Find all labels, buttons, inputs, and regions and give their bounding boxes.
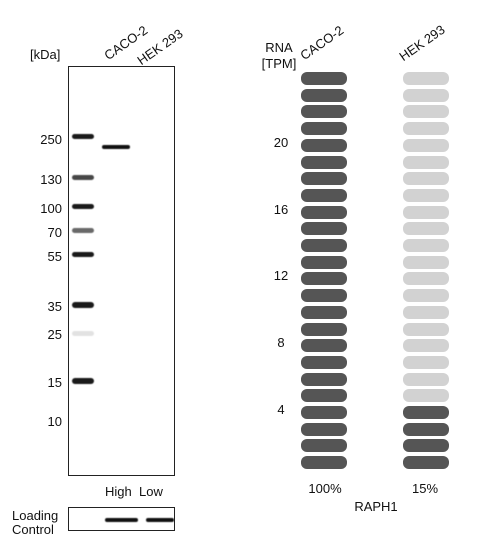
marker-band-100	[72, 204, 94, 209]
rna-pill	[403, 105, 449, 119]
rna-pill	[301, 322, 347, 336]
rna-pill	[301, 305, 347, 319]
rna-pill	[301, 355, 347, 369]
rna-pill	[403, 172, 449, 186]
percent-hek293: 15%	[411, 481, 439, 496]
marker-band-35	[72, 302, 94, 308]
mw-label-70: 70	[47, 225, 62, 240]
rna-pill	[301, 289, 347, 303]
rna-pill	[301, 222, 347, 236]
sample-band-caco2	[102, 145, 130, 149]
loading-label-line2: Control	[12, 522, 54, 537]
rna-pill	[301, 205, 347, 219]
gene-name: RAPH1	[354, 499, 398, 514]
marker-band-130	[72, 175, 94, 180]
rna-pill	[301, 272, 347, 286]
rna-pill	[403, 222, 449, 236]
rna-header-line1: RNA	[265, 40, 293, 55]
mw-label-15: 15	[47, 375, 62, 390]
rna-pill	[301, 88, 347, 102]
mw-label-10: 10	[47, 414, 62, 429]
rna-pill	[403, 138, 449, 152]
rna-pill	[403, 339, 449, 353]
rna-pill	[403, 155, 449, 169]
rna-pill	[403, 188, 449, 202]
rna-pill	[403, 255, 449, 269]
mw-label-100: 100	[40, 201, 62, 216]
rna-pill	[403, 239, 449, 252]
rna-pill	[301, 72, 347, 85]
tpm-label-12: 12	[273, 268, 289, 283]
loading-band-hek293	[146, 518, 174, 522]
rna-pill	[301, 155, 347, 169]
rna-pill	[403, 406, 449, 419]
rna-pill	[301, 422, 347, 436]
rna-pill	[403, 389, 449, 403]
rna-pill	[301, 456, 347, 470]
rna-label-hek293: HEK 293	[396, 21, 448, 65]
rna-pill	[403, 122, 449, 136]
rna-pill	[403, 88, 449, 102]
rna-pill	[301, 138, 347, 152]
rna-pill	[301, 339, 347, 353]
rna-pill	[403, 422, 449, 436]
rna-pill	[301, 255, 347, 269]
rna-pill	[403, 305, 449, 319]
rna-pill	[403, 372, 449, 386]
rna-pill	[301, 105, 347, 119]
tpm-label-4: 4	[277, 402, 285, 417]
loading-band-caco2	[105, 518, 138, 522]
marker-band-25	[72, 331, 94, 336]
mw-label-130: 130	[40, 172, 62, 187]
mw-label-250: 250	[40, 132, 62, 147]
rna-pill	[403, 439, 449, 453]
kda-unit-label: [kDa]	[30, 47, 61, 62]
rna-pill	[301, 188, 347, 202]
rna-pill	[403, 272, 449, 286]
rna-column-caco2	[301, 72, 347, 472]
rna-pill	[301, 372, 347, 386]
marker-band-250	[72, 134, 94, 139]
rna-pill	[301, 406, 347, 419]
rna-pill	[301, 389, 347, 403]
rna-label-caco2: CACO-2	[297, 22, 347, 64]
rna-pill	[403, 322, 449, 336]
percent-caco2: 100%	[308, 481, 342, 496]
rna-pill	[301, 439, 347, 453]
mw-label-25: 25	[47, 327, 62, 342]
marker-band-55	[72, 252, 94, 257]
bottom-label-low: Low	[139, 484, 163, 499]
rna-pill	[403, 289, 449, 303]
rna-pill	[403, 72, 449, 85]
marker-band-15	[72, 378, 94, 384]
tpm-label-16: 16	[273, 202, 289, 217]
marker-band-70	[72, 228, 94, 233]
tpm-label-20: 20	[273, 135, 289, 150]
rna-pill	[403, 355, 449, 369]
tpm-label-8: 8	[277, 335, 285, 350]
rna-pill	[403, 205, 449, 219]
rna-column-hek293	[403, 72, 449, 472]
mw-label-55: 55	[47, 249, 62, 264]
rna-pill	[301, 239, 347, 252]
loading-control-image	[68, 507, 175, 531]
loading-label-line1: Loading	[12, 508, 59, 523]
rna-pill	[301, 172, 347, 186]
mw-label-35: 35	[47, 299, 62, 314]
western-blot-image	[68, 66, 175, 476]
rna-pill	[403, 456, 449, 470]
rna-pill	[301, 122, 347, 136]
rna-header-line2: [TPM]	[261, 56, 297, 71]
bottom-label-high: High	[105, 484, 132, 499]
